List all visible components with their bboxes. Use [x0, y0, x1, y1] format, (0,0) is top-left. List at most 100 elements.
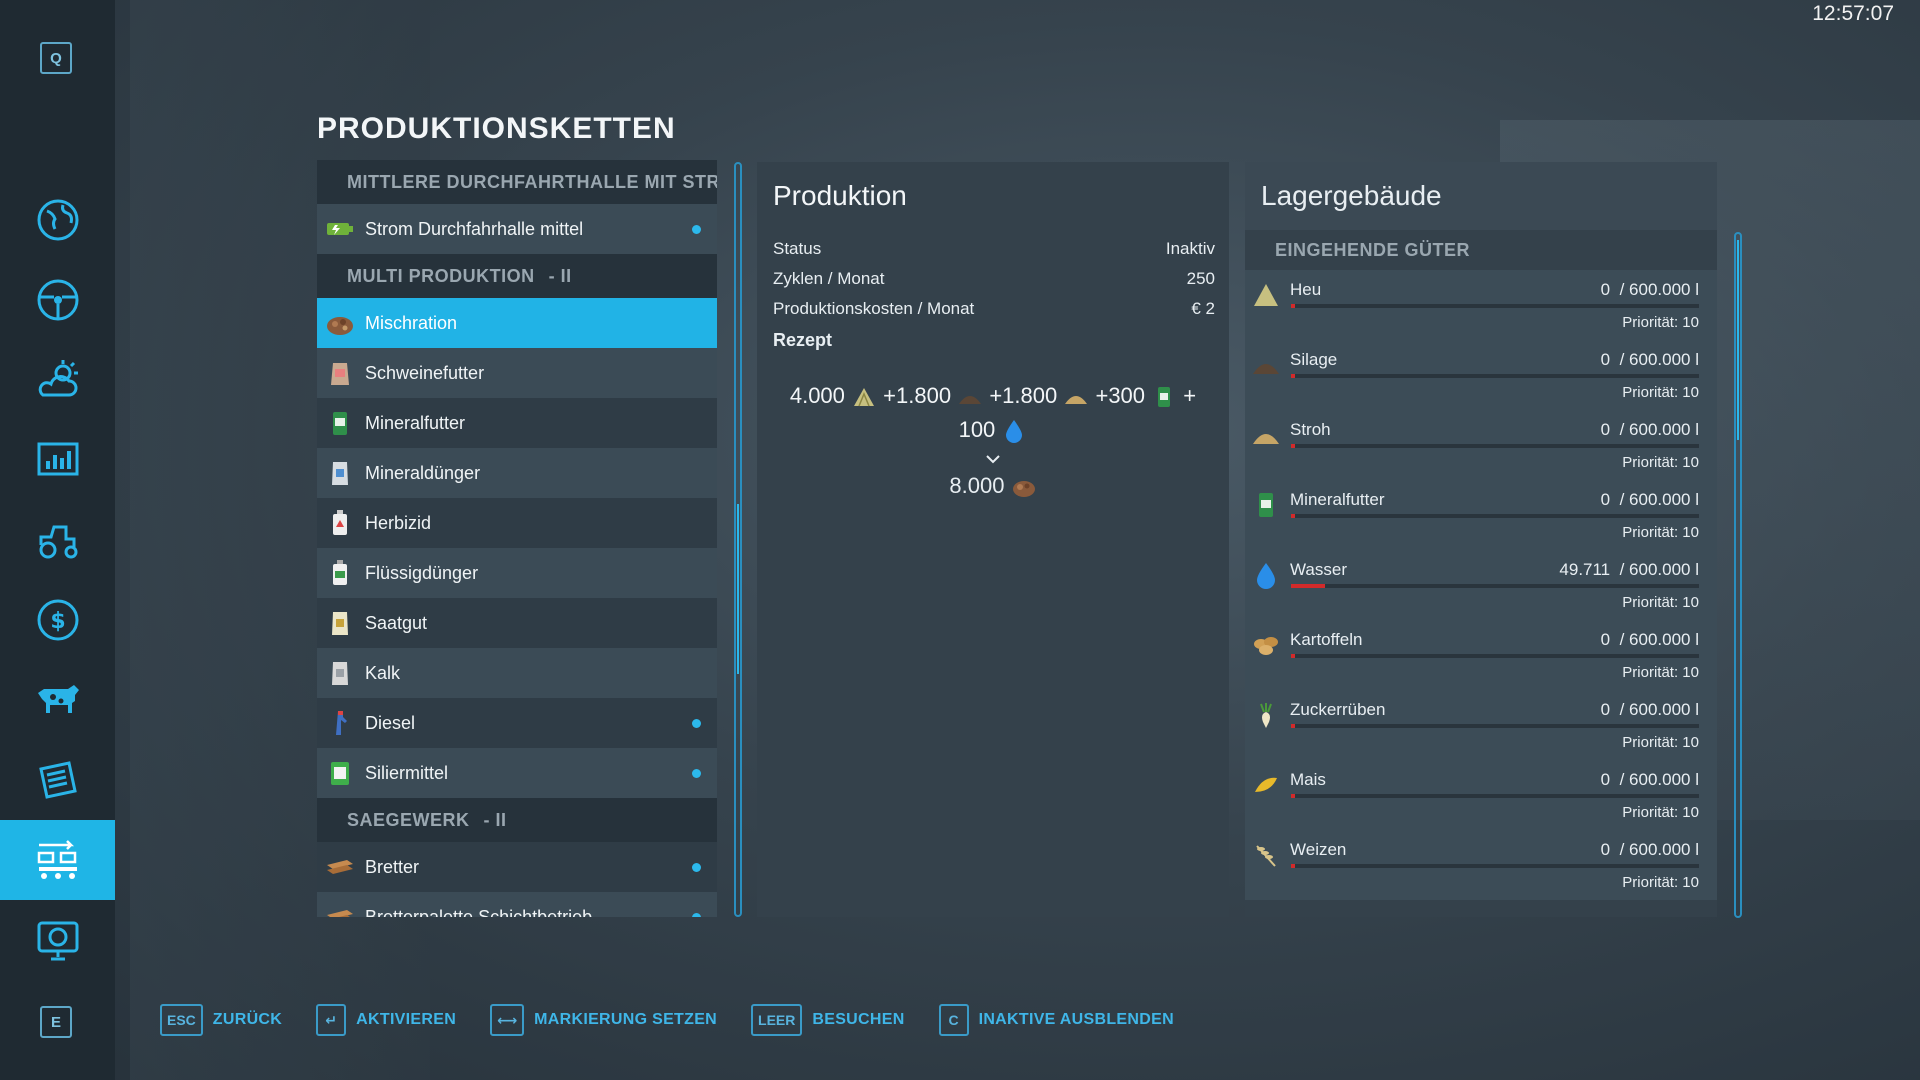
storage-item[interactable]: Silage 0 / 600.000 l Priorität: 10 — [1245, 340, 1717, 410]
mineral-feed-icon — [1158, 387, 1171, 408]
group-title: MULTI PRODUKTION — [347, 265, 535, 286]
production-chain-list: MITTLERE DURCHFAHRTHALLE MIT STR... Stro… — [317, 160, 717, 917]
planks-icon — [325, 852, 355, 882]
group-suffix: - II — [548, 265, 572, 286]
list-item-selected[interactable]: Mischration — [317, 298, 717, 348]
water-drop-icon — [1006, 420, 1023, 444]
storage-item-amount: 49.711 / 600.000 l — [1559, 560, 1699, 579]
active-marker-dot — [692, 718, 701, 728]
statistics-icon[interactable] — [0, 420, 115, 500]
silage-icon — [1253, 364, 1279, 374]
priority-label: Priorität: 10 — [1622, 454, 1699, 471]
lime-bag-icon — [325, 658, 355, 688]
list-item[interactable]: Herbizid — [317, 498, 717, 548]
list-item-label: Kalk — [365, 662, 401, 683]
list-item[interactable]: Bretter — [317, 842, 717, 892]
storage-item-amount: 0 / 600.000 l — [1600, 490, 1699, 509]
hide-inactive-button[interactable]: C INAKTIVE AUSBLENDEN — [938, 1004, 1174, 1036]
storage-item-name: Zuckerrüben — [1290, 700, 1386, 719]
list-item-label: Mischration — [365, 312, 458, 333]
list-item[interactable]: Mineralfutter — [317, 398, 717, 448]
storage-panel: Lagergebäude EINGEHENDE GÜTER Heu 0 / 60… — [1245, 162, 1717, 917]
fuel-nozzle-icon — [325, 708, 355, 738]
tractor-icon[interactable] — [0, 500, 115, 580]
mixed-ration-icon — [1012, 481, 1035, 498]
storage-item[interactable]: Stroh 0 / 600.000 l Priorität: 10 — [1245, 410, 1717, 480]
storage-item-name: Kartoffeln — [1290, 630, 1363, 649]
storage-item-name: Mineralfutter — [1290, 490, 1385, 509]
group-title: MITTLERE DURCHFAHRTHALLE MIT STR... — [347, 171, 717, 192]
seed-bag-icon — [325, 608, 355, 638]
fill-level-bar — [1291, 654, 1699, 658]
hint-label: INAKTIVE AUSBLENDEN — [978, 1011, 1174, 1028]
storage-item-amount: 0 / 600.000 l — [1600, 630, 1699, 649]
planks-icon — [325, 902, 355, 917]
production-chains-icon[interactable] — [0, 820, 115, 900]
steering-wheel-icon[interactable] — [0, 260, 115, 340]
list-item[interactable]: Strom Durchfahrhalle mittel — [317, 204, 717, 254]
status-label: Status — [773, 239, 822, 258]
mixed-ration-icon — [325, 308, 355, 338]
map-globe-icon[interactable] — [0, 180, 115, 260]
hint-label: AKTIVIEREN — [356, 1011, 457, 1028]
pig-food-icon — [325, 358, 355, 388]
hay-icon — [1254, 284, 1278, 306]
list-scrollbar[interactable] — [734, 162, 742, 917]
storage-item[interactable]: Mineralfutter 0 / 600.000 l Priorität: 1… — [1245, 480, 1717, 550]
recipe-label: Rezept — [773, 330, 833, 350]
key-space: LEER — [751, 1004, 803, 1036]
priority-label: Priorität: 10 — [1622, 524, 1699, 541]
list-item[interactable]: Mineraldünger — [317, 448, 717, 498]
recipe-output: 8.000 — [757, 473, 1229, 500]
key-esc: ESC — [160, 1004, 203, 1036]
contracts-icon[interactable] — [0, 740, 115, 820]
storage-item[interactable]: Heu 0 / 600.000 l Priorität: 10 — [1245, 270, 1717, 340]
storage-item-amount: 0 / 600.000 l — [1600, 770, 1699, 789]
activate-button[interactable]: ↵ AKTIVIEREN — [316, 1004, 456, 1036]
group-header: SAEGEWERK - II — [317, 798, 717, 842]
liquid-fertilizer-icon — [325, 558, 355, 588]
active-marker-dot — [692, 862, 701, 872]
list-item[interactable]: Diesel — [317, 698, 717, 748]
key-c: C — [938, 1004, 969, 1036]
group-header: MULTI PRODUKTION - II — [317, 254, 717, 298]
cycles-label: Zyklen / Monat — [773, 269, 885, 288]
production-title: Produktion — [773, 180, 907, 211]
clock: 12:57:07 — [1812, 2, 1894, 25]
list-item[interactable]: Kalk — [317, 648, 717, 698]
svg-text:$: $ — [50, 609, 65, 634]
storage-item[interactable]: Kartoffeln 0 / 600.000 l Priorität: 10 — [1245, 620, 1717, 690]
weather-icon[interactable] — [0, 340, 115, 420]
cycles-row: Zyklen / Monat 250 — [757, 264, 1229, 294]
list-item[interactable]: Saatgut — [317, 598, 717, 648]
status-row: Status Inaktiv — [757, 234, 1229, 264]
priority-label: Priorität: 10 — [1622, 734, 1699, 751]
storage-scrollbar[interactable] — [1734, 232, 1742, 918]
storage-item[interactable]: Zuckerrüben 0 / 600.000 l Priorität: 10 — [1245, 690, 1717, 760]
group-title: SAEGEWERK — [347, 809, 470, 830]
list-item[interactable]: Bretterpalette Schichtbetrieb — [317, 892, 717, 917]
list-item[interactable]: Siliermittel — [317, 748, 717, 798]
storage-item[interactable]: Mais 0 / 600.000 l Priorität: 10 — [1245, 760, 1717, 830]
list-item-label: Diesel — [365, 712, 416, 733]
fertilizer-bag-icon — [325, 458, 355, 488]
back-button[interactable]: ESC ZURÜCK — [160, 1004, 282, 1036]
silage-icon — [959, 396, 982, 405]
list-item-label: Saatgut — [365, 612, 428, 633]
storage-item[interactable]: Weizen 0 / 600.000 l Priorität: 10 — [1245, 830, 1717, 900]
water-drop-icon — [1257, 563, 1275, 589]
list-item[interactable]: Flüssigdünger — [317, 548, 717, 598]
scrollbar-thumb[interactable] — [737, 504, 739, 674]
list-item-label: Strom Durchfahrhalle mittel — [365, 218, 584, 239]
visit-button[interactable]: LEER BESUCHEN — [751, 1004, 905, 1036]
list-item[interactable]: Schweinefutter — [317, 348, 717, 398]
page-title: PRODUKTIONSKETTEN — [317, 112, 676, 145]
set-marker-button[interactable]: ⟷ MARKIERUNG SETZEN — [490, 1004, 717, 1036]
storage-item[interactable]: Wasser 49.711 / 600.000 l Priorität: 10 — [1245, 550, 1717, 620]
storage-item-name: Heu — [1290, 280, 1322, 299]
help-icon[interactable] — [0, 900, 115, 980]
scrollbar-thumb[interactable] — [1737, 240, 1739, 440]
cow-icon[interactable] — [0, 660, 115, 740]
recipe-inputs: 4.000 +1.800 +1.800 +300 + 100 — [757, 379, 1229, 447]
dollar-icon[interactable]: $ — [0, 580, 115, 660]
